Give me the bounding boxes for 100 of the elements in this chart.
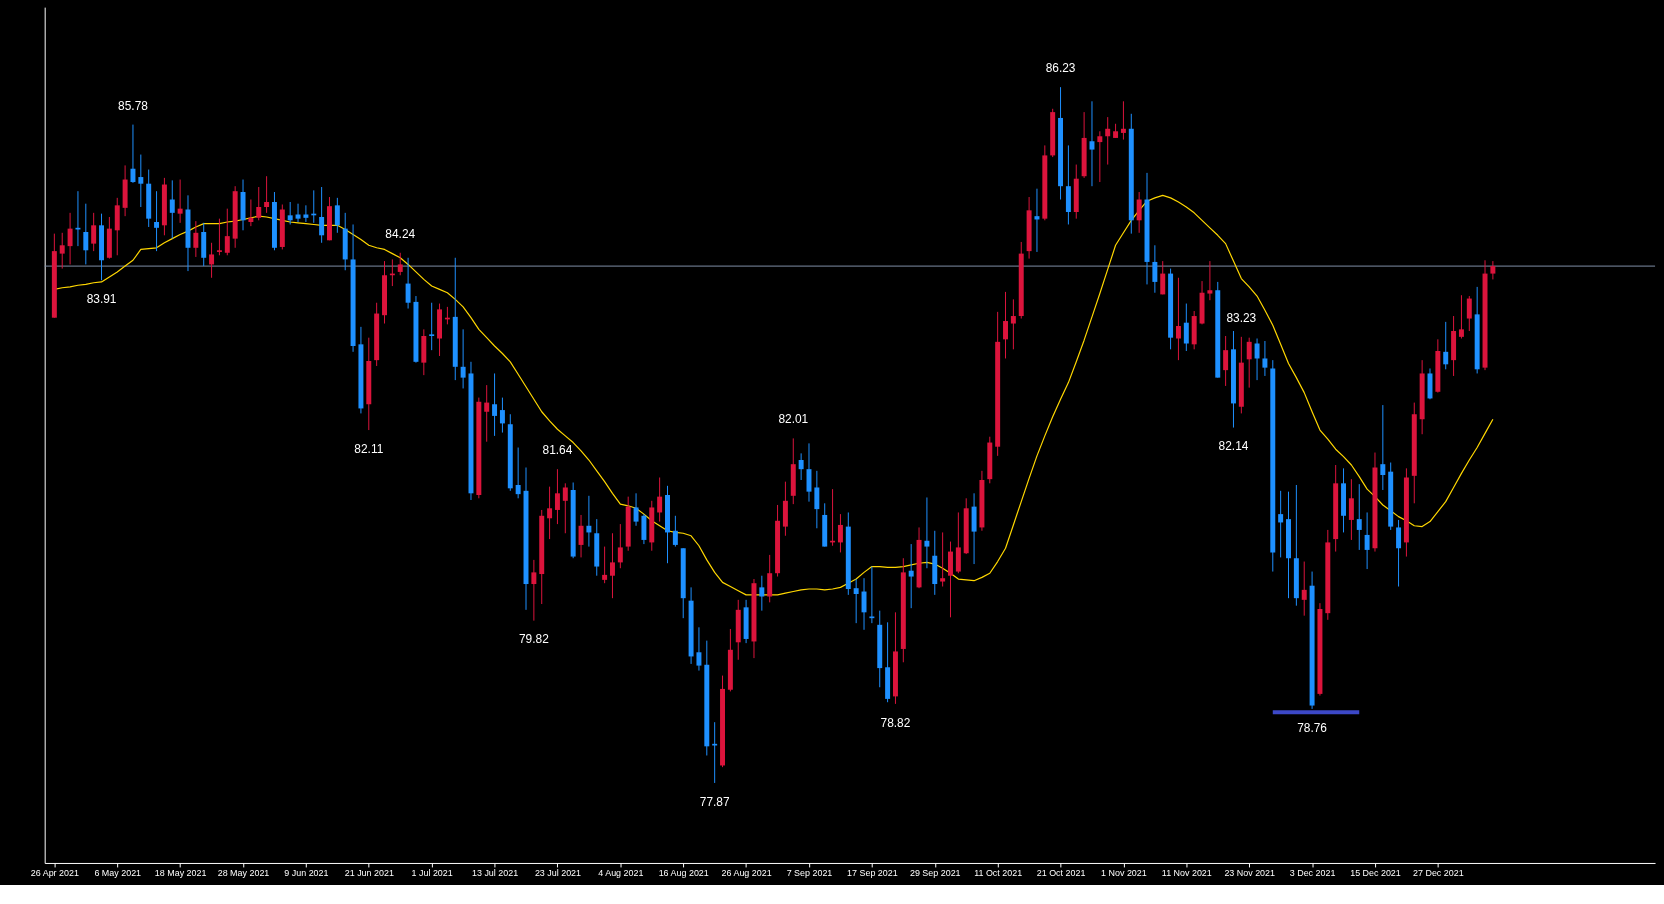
candlestick (319, 186, 325, 244)
candlestick (59, 232, 65, 270)
candlestick (248, 199, 254, 227)
candlestick (1223, 335, 1229, 387)
annotation: 82.01 (778, 412, 809, 427)
candlestick (696, 626, 702, 672)
x-tick-label: 21 Jun 2021 (344, 868, 394, 879)
candlestick (499, 397, 505, 434)
candlestick (484, 384, 490, 443)
candlestick (617, 523, 623, 569)
candlestick (562, 482, 568, 534)
x-tick-label: 1 Jul 2021 (411, 868, 453, 879)
candlestick (759, 575, 765, 612)
candlestick (853, 578, 859, 624)
candlestick (554, 468, 560, 525)
candlestick (1010, 298, 1016, 350)
candlestick (1207, 260, 1213, 301)
candlestick (767, 554, 773, 603)
candlestick (256, 186, 262, 221)
candlestick (1246, 337, 1252, 389)
candlestick (224, 208, 230, 256)
candlestick (169, 179, 175, 240)
candlestick (83, 203, 89, 265)
candlestick (837, 513, 843, 553)
x-tick-label: 11 Nov 2021 (1161, 868, 1212, 879)
candlestick (1380, 404, 1386, 491)
candlestick (193, 220, 199, 258)
candlestick (1183, 303, 1189, 352)
candlestick (397, 252, 403, 276)
candlestick (1356, 483, 1362, 551)
candlestick (578, 514, 584, 558)
x-tick-label: 26 Aug 2021 (721, 868, 772, 879)
candlestick (334, 197, 340, 234)
candlestick (1160, 260, 1166, 295)
annotation: 78.76 (1297, 720, 1328, 735)
annotation: 82.11 (354, 441, 384, 456)
candlestick (908, 543, 914, 609)
annotation: 86.23 (1045, 61, 1076, 76)
annotation: 83.23 (1226, 310, 1257, 325)
candlestick (672, 515, 678, 548)
x-tick-label: 17 Sep 2021 (847, 868, 898, 879)
candlestick (138, 154, 144, 208)
candlestick (429, 302, 435, 351)
candlestick (154, 190, 160, 252)
candlestick (1003, 291, 1008, 359)
candlestick (861, 577, 867, 631)
x-tick-label: 9 Jun 2021 (284, 868, 329, 879)
candlestick (295, 203, 301, 223)
candlestick (531, 559, 537, 622)
candlestick (1136, 191, 1142, 234)
candlestick (1490, 260, 1496, 280)
annotation: 82.14 (1218, 439, 1249, 454)
x-tick-label: 6 May 2021 (94, 868, 142, 879)
candlestick (1458, 294, 1464, 340)
x-tick-label: 21 Oct 2021 (1036, 868, 1086, 879)
candlestick (869, 566, 875, 624)
x-tick-label: 1 Nov 2021 (1101, 868, 1147, 879)
candlestick (67, 212, 73, 265)
candlestick (1301, 561, 1307, 617)
candlestick (1105, 116, 1111, 166)
x-tick-label: 3 Dec 2021 (1289, 868, 1336, 879)
annotation: 83.91 (86, 292, 117, 307)
x-tick-label: 28 May 2021 (217, 868, 270, 879)
candlestick (209, 242, 215, 279)
annotation: 79.82 (518, 632, 550, 647)
x-tick-label: 16 Aug 2021 (658, 868, 709, 879)
candlestick (216, 218, 222, 256)
x-tick-label: 11 Oct 2021 (974, 868, 1023, 879)
candlestick (798, 452, 804, 481)
x-tick-label: 23 Nov 2021 (1224, 868, 1276, 879)
candlestick (515, 447, 521, 499)
annotation: 85.78 (118, 98, 149, 113)
candlestick (287, 201, 293, 225)
candlestick (1152, 244, 1158, 294)
candlestick (405, 257, 411, 310)
candlestick (814, 470, 820, 529)
candlestick (609, 532, 615, 599)
candlestick (1364, 511, 1370, 570)
candlestick (940, 531, 946, 588)
annotation: 81.64 (542, 443, 573, 458)
candlestick (264, 175, 270, 214)
candlestick (492, 372, 498, 437)
candlestick (130, 124, 136, 184)
candlestick (460, 328, 466, 389)
annotation: 84.24 (385, 226, 416, 241)
candlestick (602, 546, 608, 584)
candlestick (1466, 295, 1472, 332)
x-tick-label: 29 Sep 2021 (909, 868, 961, 879)
candlestick (633, 492, 639, 527)
x-tick-label: 23 Jul 2021 (534, 868, 582, 879)
candlestick (924, 496, 930, 569)
candlestick (586, 495, 592, 548)
candlestick (1175, 277, 1181, 361)
candlestick (1254, 338, 1260, 381)
candlestick (1262, 340, 1268, 377)
candlestick (1348, 478, 1354, 541)
x-tick-label: 15 Dec 2021 (1350, 868, 1401, 879)
x-tick-label: 13 Jul 2021 (471, 868, 519, 879)
candlestick (1278, 490, 1284, 558)
x-tick-label: 26 Apr 2021 (30, 868, 79, 879)
